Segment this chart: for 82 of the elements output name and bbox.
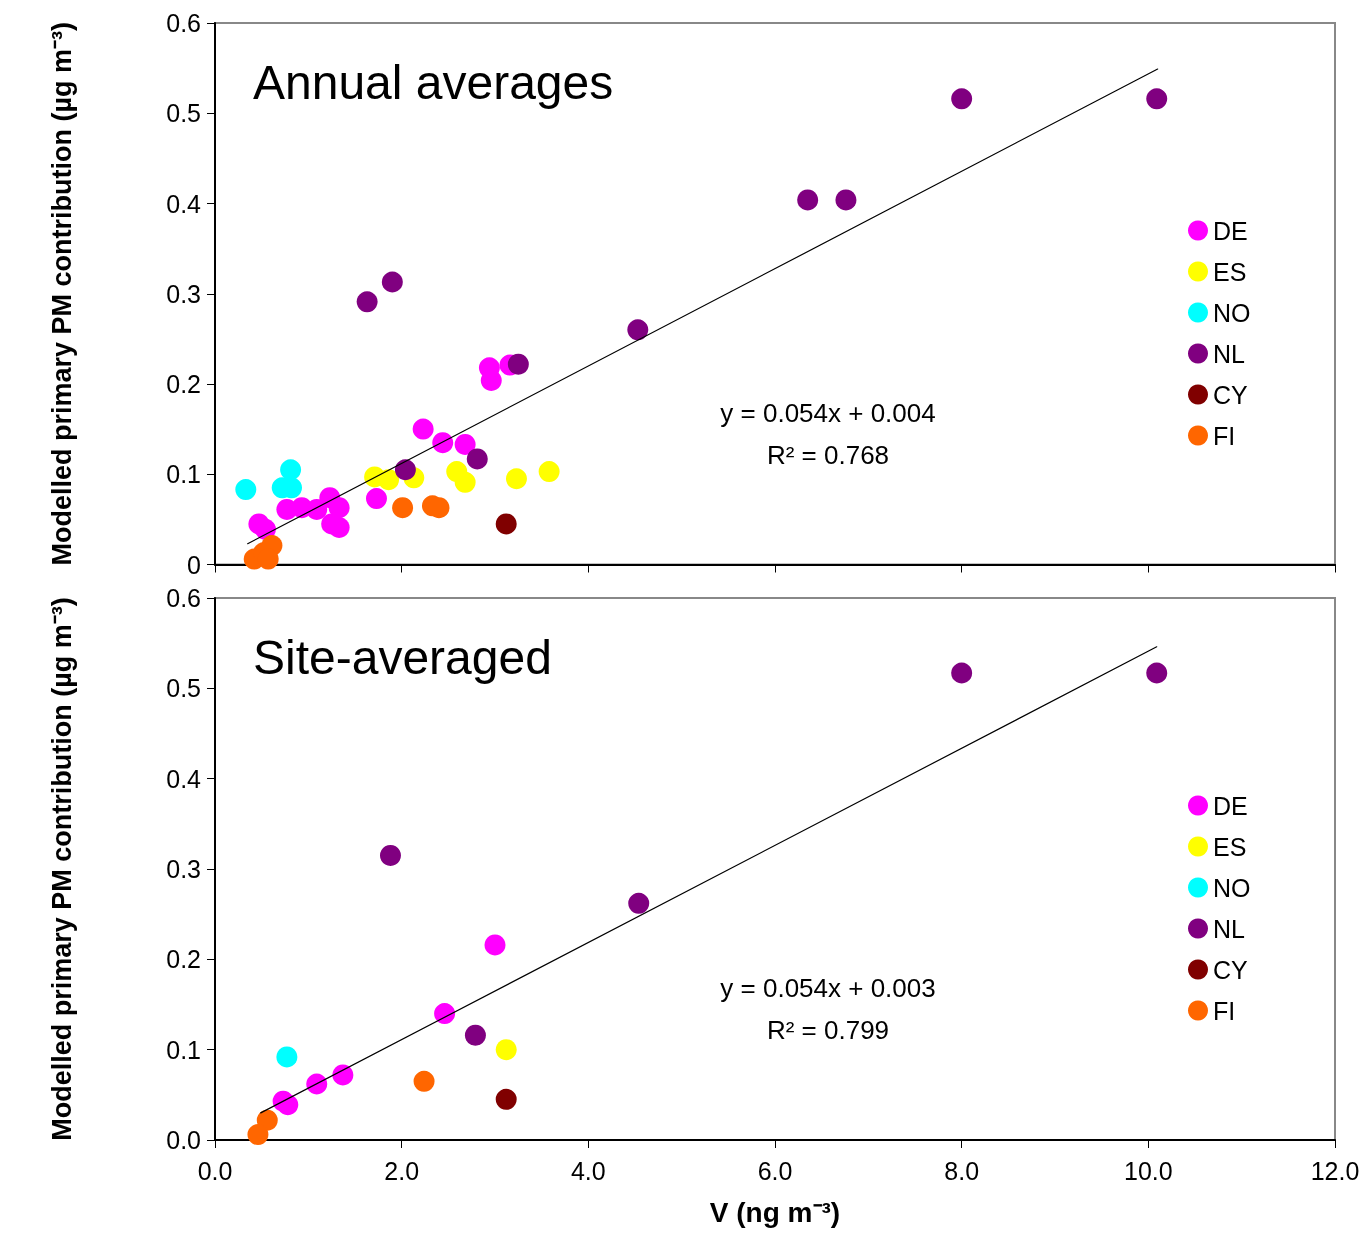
- annotation: y = 0.054x + 0.003: [720, 973, 936, 1003]
- y-axis-title: Modelled primary PM contribution (µg m⁻³): [47, 21, 77, 566]
- point: [276, 1046, 298, 1068]
- point: [378, 469, 400, 491]
- point: [434, 1003, 456, 1025]
- legend-label: DE: [1213, 791, 1248, 820]
- text: Annual averages: [253, 55, 614, 109]
- legend-label: FI: [1213, 421, 1236, 450]
- point: [247, 1124, 269, 1146]
- point: [392, 497, 414, 519]
- x-axis-title: V (ng m⁻³): [709, 1196, 841, 1228]
- legend-label: ES: [1213, 832, 1247, 861]
- point: [466, 448, 488, 470]
- point: [797, 189, 819, 211]
- x-tick-label: 12.0: [1310, 1156, 1360, 1185]
- point: [332, 1064, 354, 1086]
- point: [379, 844, 401, 866]
- y-tick-label: 0.4: [166, 189, 202, 218]
- point: [235, 479, 257, 501]
- point: [1146, 662, 1168, 684]
- y-tick-label: 0.3: [166, 855, 201, 883]
- y-tick-label: 0.6: [166, 584, 201, 612]
- legend-label: NO: [1213, 873, 1251, 902]
- y-tick-label: 0.1: [166, 1035, 201, 1064]
- legend-label: ES: [1213, 257, 1247, 286]
- point: [356, 291, 378, 313]
- x-tick-label: 10.0: [1124, 1156, 1173, 1185]
- point: [328, 517, 350, 538]
- point: [280, 459, 302, 481]
- point: [495, 1039, 517, 1061]
- x-tick-label: 0.0: [197, 1156, 233, 1185]
- point: [381, 271, 403, 293]
- point: [306, 1073, 328, 1095]
- text: Site-averaged: [253, 630, 552, 684]
- point: [505, 468, 527, 490]
- point: [507, 353, 529, 375]
- x-tick-label: 8.0: [944, 1156, 980, 1185]
- annotation: R² = 0.768: [766, 440, 890, 470]
- legend-label: NL: [1213, 339, 1246, 368]
- point: [277, 1094, 299, 1116]
- point: [328, 497, 350, 519]
- point: [412, 418, 434, 440]
- point: [432, 432, 454, 454]
- y-tick-label: 0: [187, 550, 201, 579]
- y-tick-label: 0.2: [166, 370, 201, 398]
- point: [628, 892, 650, 914]
- annotation: R² = 0.799: [766, 1015, 890, 1045]
- point: [413, 1070, 435, 1092]
- point: [454, 433, 476, 455]
- annotation: y = 0.054x + 0.004: [720, 398, 936, 428]
- point: [365, 488, 387, 510]
- legend-label: CY: [1213, 380, 1249, 409]
- point: [454, 471, 476, 493]
- point: [495, 1088, 517, 1110]
- legend-label: NL: [1213, 914, 1246, 943]
- x-tick-label: 2.0: [384, 1156, 420, 1185]
- y-tick-label: 0.5: [166, 99, 201, 128]
- y-tick-label: 0.1: [166, 460, 201, 489]
- legend-label: DE: [1213, 216, 1248, 245]
- point: [951, 88, 973, 110]
- point: [394, 459, 416, 481]
- legend-label: FI: [1213, 996, 1236, 1025]
- y-tick-label: 0.5: [166, 674, 201, 703]
- y-tick-label: 0.0: [166, 1126, 201, 1154]
- point: [627, 319, 649, 341]
- point: [495, 513, 517, 535]
- y-tick-label: 0.6: [166, 9, 201, 37]
- legend-label: CY: [1213, 955, 1249, 984]
- y-tick-label: 0.2: [166, 945, 201, 974]
- point: [484, 934, 506, 956]
- point: [951, 662, 973, 684]
- legend-label: NO: [1213, 298, 1251, 327]
- y-tick-label: 0.4: [166, 764, 202, 793]
- point: [835, 189, 857, 211]
- point: [1146, 88, 1168, 110]
- x-tick-label: 6.0: [757, 1156, 793, 1185]
- point: [464, 1024, 486, 1046]
- point: [480, 369, 502, 391]
- y-axis-title: Modelled primary PM contribution (µg m⁻³): [47, 597, 77, 1141]
- y-tick-label: 0.3: [166, 279, 201, 308]
- x-tick-label: 4.0: [570, 1156, 606, 1185]
- point: [538, 461, 560, 483]
